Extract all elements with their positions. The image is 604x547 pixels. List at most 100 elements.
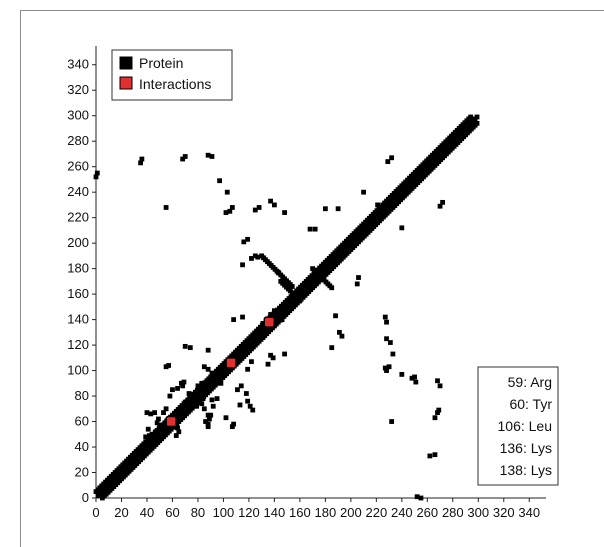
protein-point bbox=[270, 355, 276, 361]
protein-point bbox=[209, 154, 215, 159]
protein-point bbox=[198, 389, 203, 395]
protein-point bbox=[199, 380, 205, 386]
y-tick-label: 0 bbox=[82, 490, 89, 505]
legend-label-interactions: Interactions bbox=[139, 76, 211, 92]
y-tick-label: 240 bbox=[67, 184, 89, 199]
axes bbox=[92, 46, 546, 502]
protein-point bbox=[229, 205, 235, 210]
protein-point bbox=[187, 402, 193, 408]
protein-point bbox=[205, 366, 211, 372]
protein-point bbox=[205, 347, 211, 353]
protein-point bbox=[153, 429, 159, 435]
protein-point bbox=[154, 420, 160, 426]
protein-point bbox=[170, 387, 175, 393]
annotation-line: 59: Arg bbox=[508, 374, 552, 390]
protein-point bbox=[440, 199, 446, 205]
protein-point bbox=[384, 368, 389, 373]
protein-point bbox=[238, 383, 244, 389]
protein-point bbox=[210, 403, 216, 409]
protein-point bbox=[312, 226, 318, 232]
y-tick-label: 340 bbox=[67, 57, 89, 72]
protein-point bbox=[252, 207, 258, 213]
interaction-point bbox=[165, 415, 177, 428]
protein-point bbox=[329, 285, 335, 291]
protein-point bbox=[229, 424, 235, 430]
protein-point bbox=[214, 378, 220, 384]
x-tick-label: 300 bbox=[467, 505, 489, 520]
protein-point bbox=[255, 254, 261, 260]
protein-point bbox=[176, 429, 182, 435]
protein-point bbox=[182, 400, 188, 405]
legend-swatch-interactions bbox=[119, 76, 133, 90]
protein-point bbox=[256, 205, 262, 210]
protein-point bbox=[192, 393, 198, 399]
x-tick-label: 320 bbox=[493, 505, 515, 520]
protein-point bbox=[182, 154, 188, 159]
x-tick-label: 40 bbox=[140, 505, 154, 520]
protein-point bbox=[437, 203, 443, 209]
protein-point bbox=[468, 114, 474, 120]
annotation-line: 106: Leu bbox=[498, 418, 553, 434]
protein-point bbox=[389, 419, 395, 424]
protein-point bbox=[203, 419, 208, 424]
x-tick-label: 0 bbox=[92, 505, 99, 520]
x-tick-label: 80 bbox=[191, 505, 205, 520]
protein-point bbox=[205, 152, 211, 158]
x-tick-label: 280 bbox=[442, 505, 464, 520]
protein-point bbox=[414, 494, 420, 500]
protein-point bbox=[361, 189, 366, 195]
protein-point bbox=[182, 343, 188, 349]
protein-point bbox=[356, 275, 361, 280]
protein-point bbox=[235, 387, 240, 393]
protein-point bbox=[329, 345, 335, 351]
protein-point bbox=[389, 155, 395, 161]
annotation-line: 138: Lys bbox=[500, 462, 552, 478]
x-tick-label: 340 bbox=[518, 505, 540, 520]
legend: Protein Interactions bbox=[111, 49, 233, 101]
protein-point bbox=[214, 396, 220, 402]
protein-point bbox=[387, 340, 393, 345]
protein-point bbox=[260, 321, 266, 326]
protein-point bbox=[250, 407, 256, 413]
y-tick-label: 60 bbox=[75, 414, 89, 429]
protein-point bbox=[254, 336, 259, 342]
protein-point bbox=[231, 317, 237, 322]
protein-point bbox=[139, 156, 145, 162]
tick-labels: 0 20 40 60 80 100 120 140 160 180 200 220 240 260 280 3… bbox=[67, 57, 540, 520]
protein-point bbox=[217, 178, 223, 184]
protein-point bbox=[149, 431, 155, 437]
y-tick-label: 40 bbox=[75, 439, 89, 454]
protein-point bbox=[205, 421, 211, 427]
protein-point bbox=[240, 314, 245, 320]
protein-point bbox=[180, 156, 186, 162]
annotation-line: 60: Tyr bbox=[509, 396, 552, 412]
protein-point bbox=[143, 434, 149, 440]
protein-point bbox=[336, 329, 342, 335]
y-tick-label: 160 bbox=[67, 286, 89, 301]
protein-point bbox=[150, 436, 156, 442]
protein-point bbox=[436, 407, 442, 413]
protein-point bbox=[167, 393, 173, 399]
y-tick-label: 280 bbox=[67, 133, 89, 148]
protein-point bbox=[201, 406, 207, 412]
protein-point bbox=[247, 403, 253, 409]
protein-point bbox=[249, 256, 254, 261]
protein-point bbox=[249, 359, 254, 365]
x-tick-label: 220 bbox=[365, 505, 387, 520]
protein-point bbox=[148, 411, 154, 417]
protein-point bbox=[161, 410, 166, 416]
protein-point bbox=[94, 170, 100, 176]
protein-point bbox=[240, 262, 245, 268]
protein-point bbox=[432, 452, 438, 458]
protein-point bbox=[289, 284, 295, 289]
protein-point bbox=[307, 226, 313, 232]
protein-point bbox=[474, 114, 480, 120]
protein-point bbox=[224, 189, 230, 195]
protein-point bbox=[474, 120, 480, 126]
protein-point bbox=[282, 351, 287, 357]
protein-point bbox=[435, 410, 440, 416]
protein-point bbox=[297, 298, 303, 303]
protein-point bbox=[386, 364, 392, 370]
protein-point bbox=[275, 313, 281, 319]
